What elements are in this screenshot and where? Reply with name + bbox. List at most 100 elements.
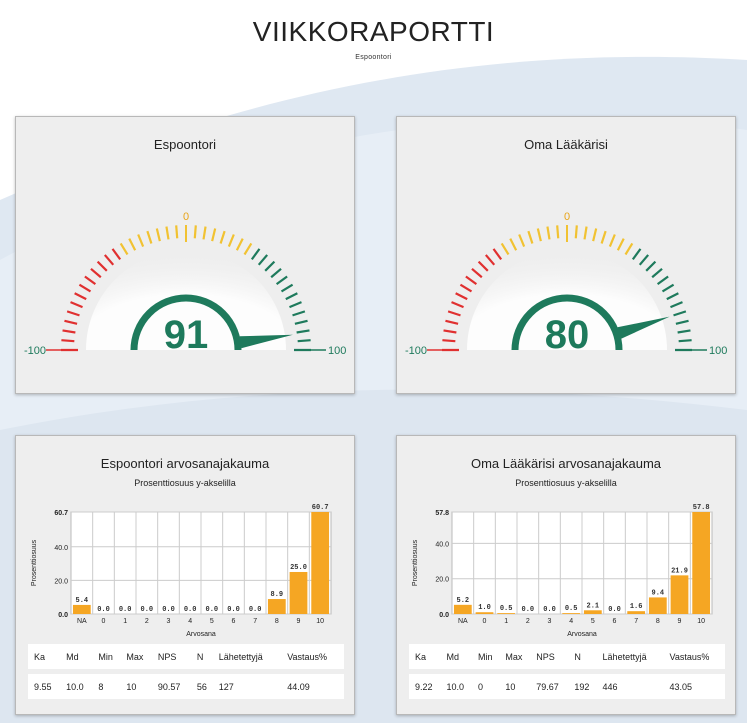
gauge-tick: [459, 283, 473, 293]
bar-value-label: 5.2: [457, 597, 470, 605]
gauge-tick: [155, 228, 161, 242]
y-tick-label: 40.0: [54, 545, 68, 552]
stats-header: Min: [477, 651, 493, 662]
gauge-tick: [66, 310, 80, 317]
bar-value-label: 0.0: [227, 606, 240, 614]
gauge-tick: [592, 228, 598, 242]
gauge-tick: [257, 254, 269, 266]
x-tick-label: 9: [678, 618, 682, 625]
bar-value-label: 0.0: [543, 606, 556, 614]
gauge-tick: [297, 339, 311, 343]
stats-header: N: [196, 651, 204, 662]
stats-value-row: 9.55 10.0 8 10 90.57 56 127 44.09: [28, 674, 344, 699]
chart-subtitle: Prosenttiosuus y-akselilla: [515, 478, 617, 488]
gauge-min-label: -100: [24, 345, 46, 357]
gauge-tick: [651, 267, 663, 279]
x-tick-label: 1: [504, 618, 508, 625]
gauge-tick: [673, 310, 687, 317]
stats-value: 56: [196, 681, 207, 692]
x-tick-label: 1: [123, 618, 127, 625]
gauge-tick: [270, 267, 282, 279]
gauge-tick: [443, 329, 457, 334]
gauge-tick: [294, 319, 308, 325]
y-axis-label: Prosenttiosuus: [31, 539, 38, 586]
gauge-tick: [518, 234, 526, 247]
gauge-tick: [211, 228, 217, 242]
x-tick-label: 0: [102, 618, 106, 625]
stats-header: Min: [98, 651, 113, 662]
bar-value-label: 0.0: [184, 606, 197, 614]
gauge-value: 91: [164, 313, 209, 357]
gauge-tick: [600, 230, 607, 244]
bar-value-label: 0.0: [97, 606, 110, 614]
bar-value-label: 0.5: [500, 605, 513, 613]
gauge-tick: [447, 310, 461, 317]
stats-value: 0: [477, 681, 483, 692]
gauge-tick: [96, 260, 108, 272]
stats-header: Ka: [34, 651, 46, 662]
bar-value-label: 0.0: [141, 606, 154, 614]
bar: [453, 604, 472, 614]
y-tick-label: 20.0: [435, 577, 449, 584]
gauge-tick: [500, 242, 510, 256]
gauge-tick: [119, 242, 129, 256]
gauge-tick: [202, 226, 207, 240]
stats-table: Ka Md Min Max NPS N Lähetettyjä Vastaus%…: [409, 644, 725, 699]
stats-value: 43.05: [669, 681, 693, 692]
gauge-tick: [666, 292, 679, 301]
grade-distribution-chart: 0.020.040.057.85.2NA1.000.510.020.030.54…: [412, 504, 713, 638]
bar-value-label: 0.0: [249, 606, 262, 614]
bar: [562, 613, 581, 614]
stats-header: Md: [66, 651, 79, 662]
gauge-card-espoontori: Espoontori 91 -100 100 0: [15, 116, 355, 394]
x-tick-label: 2: [526, 618, 530, 625]
gauge-tick: [227, 234, 235, 247]
gauge-tick: [574, 225, 578, 239]
x-tick-label: NA: [77, 618, 87, 625]
gauge-needle: [239, 334, 293, 349]
gauge-tick: [656, 275, 669, 286]
gauge-tick: [275, 275, 288, 286]
stats-header: Vastaus%: [669, 651, 710, 662]
gauge-tick: [556, 225, 560, 239]
y-tick-label: 57.8: [435, 510, 449, 517]
gauge-tick: [661, 283, 675, 293]
gauge-tick: [84, 275, 97, 286]
x-tick-label: 7: [253, 618, 257, 625]
gauge-tick: [90, 267, 102, 279]
stats-value: 9.22: [415, 681, 433, 692]
gauge-tick: [264, 260, 276, 272]
x-tick-label: 7: [634, 618, 638, 625]
gauge-tick: [624, 242, 634, 256]
y-axis-label: Prosenttiosuus: [412, 539, 419, 586]
bar-value-label: 1.6: [630, 603, 643, 611]
gauge-tick: [471, 267, 483, 279]
bar-value-label: 0.0: [119, 606, 132, 614]
stats-header-row: Ka Md Min Max NPS N Lähetettyjä Vastaus%: [409, 644, 725, 669]
x-axis-label: Arvosana: [567, 631, 597, 638]
gauge-tick: [616, 238, 625, 251]
gauge-tick: [61, 339, 75, 343]
stats-header: Md: [446, 651, 459, 662]
stats-header: Lähetettyjä: [602, 651, 647, 662]
stats-header: Max: [126, 651, 144, 662]
gauge-tick: [492, 248, 503, 261]
x-tick-label: 6: [613, 618, 617, 625]
gauge-tick: [62, 329, 76, 334]
x-tick-label: 3: [167, 618, 171, 625]
bar-value-label: 25.0: [290, 564, 307, 572]
stats-header: NPS: [536, 651, 555, 662]
gauge-tick: [527, 230, 534, 244]
page-title: VIIKKORAPORTTI: [252, 16, 495, 47]
bar-value-label: 60.7: [312, 504, 329, 512]
gauge-tick: [645, 260, 657, 272]
gauge-tick: [70, 301, 83, 309]
x-tick-label: 0: [483, 618, 487, 625]
stats-value: 8: [98, 681, 104, 692]
x-tick-label: 4: [569, 618, 573, 625]
bar-value-label: 0.0: [206, 606, 219, 614]
page-subtitle: Espoontori: [355, 54, 392, 61]
gauge-mid-label: 0: [564, 211, 570, 223]
stats-value: 10: [505, 681, 516, 692]
report-header: VIIKKORAPORTTI Espoontori: [0, 16, 747, 61]
